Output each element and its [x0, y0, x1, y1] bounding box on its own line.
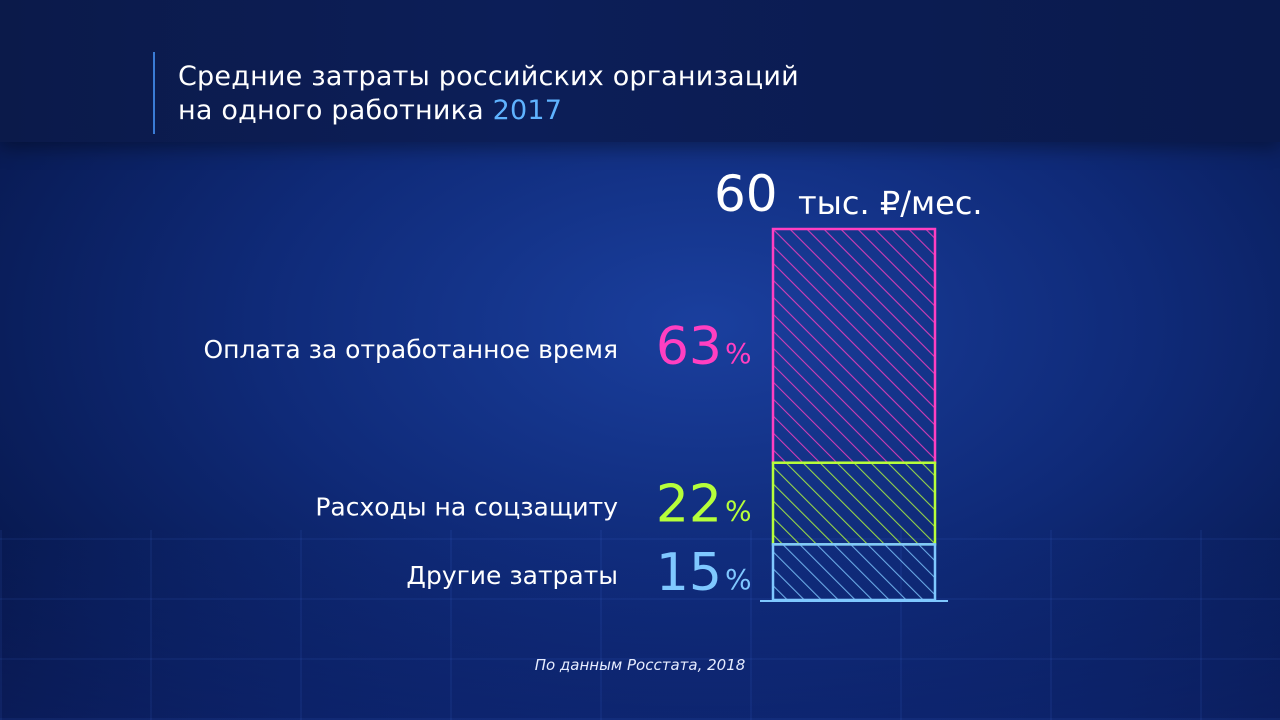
segment-labels: Оплата за отработанное время 63 % Расходы н…	[203, 317, 751, 603]
segment-percent-2: %	[725, 495, 752, 528]
header-band	[0, 0, 1280, 142]
segment-name-1: Оплата за отработанное время	[203, 335, 618, 364]
bar-segment-2	[771, 461, 937, 546]
segment-percent-3: %	[725, 563, 752, 596]
source-note: По данным Росстата, 2018	[534, 656, 746, 674]
bar-segment-1	[771, 227, 937, 464]
total-unit: тыс. ₽/мес.	[798, 184, 983, 222]
title-year: 2017	[492, 95, 563, 126]
background-floor	[0, 530, 1280, 720]
title-line-2: на одного работника	[178, 95, 484, 126]
bar-segments	[771, 227, 937, 602]
title-line-1: Средние затраты российских организаций	[178, 61, 799, 92]
segment-name-3: Другие затраты	[406, 561, 618, 590]
header-rule	[153, 52, 155, 134]
segment-percent-1: %	[725, 337, 752, 370]
total-value: 60	[714, 165, 778, 223]
bar-segment-3	[771, 543, 937, 602]
segment-value-2: 22	[656, 475, 722, 535]
segment-name-2: Расходы на соцзащиту	[315, 493, 618, 522]
segment-value-1: 63	[656, 317, 722, 377]
segment-value-3: 15	[656, 543, 722, 603]
chart-title: Средние затраты российских организаций н…	[178, 60, 799, 128]
